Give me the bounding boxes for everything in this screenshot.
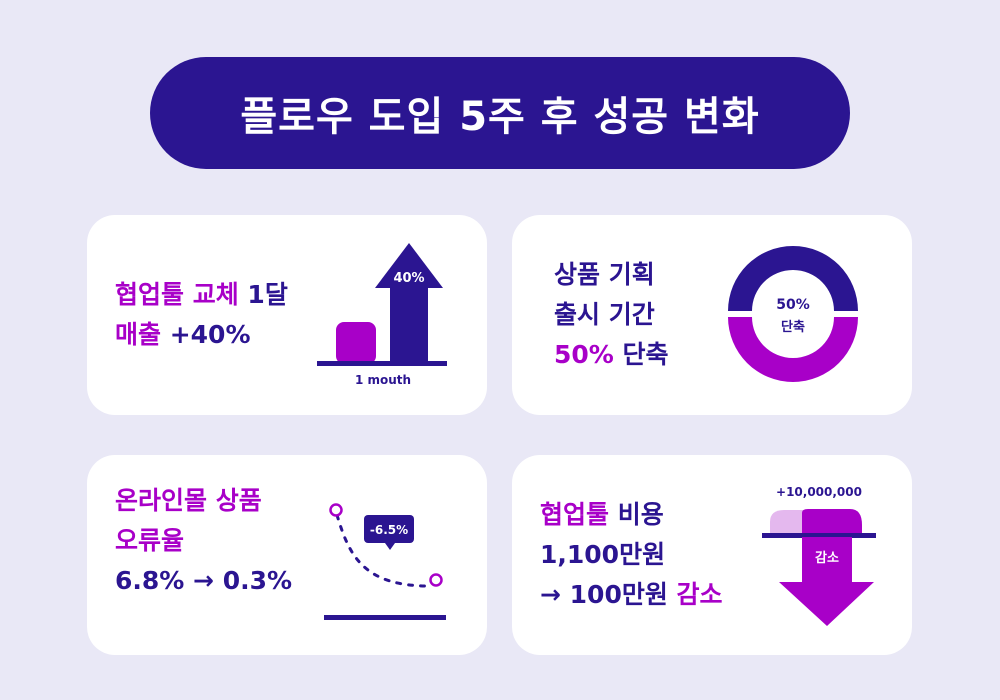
donut-top-half <box>728 246 858 311</box>
baseline <box>324 615 446 620</box>
title-banner: 플로우 도입 5주 후 성공 변화 <box>150 57 850 169</box>
callout-box <box>364 515 414 543</box>
callout-value: -6.5% <box>370 523 408 537</box>
card-error-line1: 온라인몰 상품 <box>115 486 262 515</box>
small-bar <box>336 322 376 364</box>
card-error-rate: 온라인몰 상품 오류율 6.8% → 0.3% -6.5% <box>87 455 487 655</box>
baseline <box>762 533 876 538</box>
card-error-text: 온라인몰 상품 오류율 6.8% → 0.3% <box>115 481 292 601</box>
growth-bar-graphic: 40% 1 mouth <box>317 243 447 387</box>
start-point <box>329 503 343 517</box>
card-sales-line1-highlight: 협업툴 교체 <box>115 280 239 309</box>
arrow-label: 감소 <box>815 551 839 566</box>
card-error-line3: 6.8% → 0.3% <box>115 566 293 595</box>
down-arrow-icon <box>779 537 874 626</box>
purple-curl <box>802 509 862 535</box>
card-launch-line1: 상품 기획 <box>554 260 655 289</box>
card-launch-line3-highlight: 50% <box>554 340 614 369</box>
top-amount-label: +10,000,000 <box>776 485 862 499</box>
page-title: 플로우 도입 5주 후 성공 변화 <box>240 94 760 140</box>
card-cost-text: 협업툴 비용 1,100만원 → 100만원 감소 <box>540 495 723 615</box>
end-point <box>429 573 443 587</box>
card-sales-line2-rest: +40% <box>161 320 251 349</box>
card-cost-line2: 1,100만원 <box>540 540 666 569</box>
up-arrow-icon <box>375 243 443 288</box>
tall-bar <box>390 287 428 364</box>
card-launch-line2: 출시 기간 <box>554 300 655 329</box>
card-sales-line2-highlight: 매출 <box>115 320 162 349</box>
decline-line-graphic: -6.5% <box>324 503 446 620</box>
card-cost-line1-highlight: 협업툴 <box>540 500 610 529</box>
card-sales-text: 협업툴 교체 1달 매출 +40% <box>115 275 288 355</box>
card-cost: 협업툴 비용 1,100만원 → 100만원 감소 +10,000,000 감소 <box>512 455 912 655</box>
card-error-line2: 오류율 <box>115 526 185 555</box>
card-sales: 협업툴 교체 1달 매출 +40% 40% 1 mouth <box>87 215 487 415</box>
card-cost-line1-rest: 비용 <box>609 500 664 529</box>
card-cost-line3-rest: → 100만원 <box>540 580 668 609</box>
card-launch-period: 상품 기획 출시 기간 50% 단축 50% 단축 <box>512 215 912 415</box>
donut-label: 단축 <box>781 319 805 335</box>
callout-pointer <box>385 543 395 550</box>
down-arrow-graphic: +10,000,000 감소 <box>762 485 876 626</box>
bar-value-label: 40% <box>393 271 424 286</box>
baseline <box>317 361 447 366</box>
card-launch-line3-rest: 단축 <box>613 340 669 369</box>
donut-bottom-half <box>728 317 858 382</box>
card-launch-text: 상품 기획 출시 기간 50% 단축 <box>554 255 669 375</box>
donut-graphic: 50% 단축 <box>728 246 858 382</box>
card-cost-line3-highlight: 감소 <box>667 580 723 609</box>
card-sales-line1-rest: 1달 <box>238 280 288 309</box>
axis-label: 1 mouth <box>355 373 411 387</box>
decline-dotted-curve <box>335 513 434 588</box>
donut-value: 50% <box>776 297 810 313</box>
